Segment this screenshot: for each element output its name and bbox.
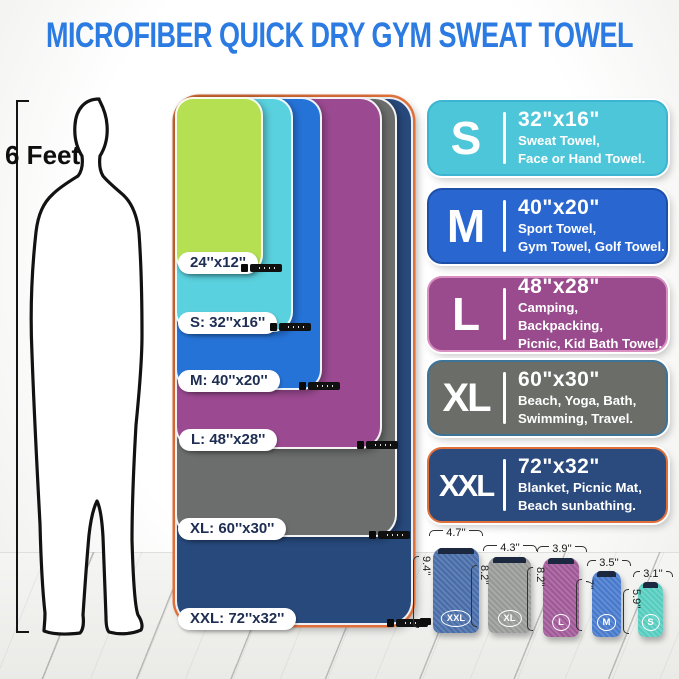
brand-tag: [387, 619, 428, 627]
towel-size-label: 24''x12'': [178, 252, 258, 274]
brand-tag: [369, 531, 410, 539]
size-description: Sport Towel,: [518, 220, 597, 236]
size-description: Swimming, Travel.: [518, 411, 634, 426]
size-description: Beach sunbathing.: [518, 498, 636, 513]
towel-size-label: L: 48''x28'': [179, 429, 278, 451]
size-card-s: S 32"x16" Sweat Towel, Face or Hand Towe…: [427, 100, 668, 176]
height-measure-line: [16, 100, 30, 633]
folded-towel-m: M: [592, 571, 621, 637]
towel-size-label: XL: 60''x30'': [178, 518, 287, 540]
size-card-xl: XL 60"x30" Beach, Yoga, Bath, Swimming, …: [427, 360, 668, 436]
size-dimensions: 60"x30": [518, 367, 600, 391]
height-label: 6 Feet: [5, 140, 81, 170]
size-letter: XXL: [438, 467, 495, 503]
size-description: Camping, Backpacking,: [518, 299, 604, 333]
size-description: Face or Hand Towel.: [518, 151, 646, 166]
width-dimension: 3.5'': [587, 557, 631, 569]
size-dimensions: 48"x28": [518, 274, 600, 298]
towel-band: [643, 582, 658, 588]
size-dimensions: 72"x32": [518, 454, 600, 478]
height-dimension: 7'': [576, 579, 595, 631]
folded-towel-s: S: [638, 582, 663, 637]
brand-tag: [420, 618, 431, 625]
height-dimension: 8.2'': [527, 567, 546, 631]
folded-size-badge: L: [552, 614, 570, 631]
size-letter: S: [450, 112, 482, 164]
divider: [503, 288, 506, 340]
width-dimension: 4.3'': [482, 542, 538, 554]
folded-size-badge: XXL: [440, 610, 472, 627]
flat-towel-xs: [175, 97, 263, 273]
size-letter: M: [446, 200, 486, 252]
height-dimension: 9.4'': [413, 556, 432, 628]
size-letter: XL: [442, 376, 491, 420]
towel-band: [597, 571, 616, 577]
folded-towel-l: L: [543, 558, 579, 637]
height-dimension: 8.2'': [471, 565, 490, 627]
size-description: Blanket, Picnic Mat,: [518, 479, 642, 495]
divider: [503, 112, 506, 164]
folded-size-badge: M: [596, 614, 617, 631]
towel-size-label: XXL: 72''x32'': [178, 608, 297, 630]
towel-band: [548, 558, 574, 564]
size-dimensions: 32"x16": [518, 107, 600, 131]
size-card-m: M 40"x20" Sport Towel, Gym Towel, Golf T…: [427, 188, 668, 264]
divider: [503, 200, 506, 252]
towel-size-label: M: 40''x20'': [178, 370, 280, 392]
towel-band: [438, 548, 474, 554]
height-dimension: 5.9'': [623, 589, 642, 634]
size-card-xxl: XXL 72"x32" Blanket, Picnic Mat, Beach s…: [427, 447, 668, 523]
person-silhouette: [29, 97, 144, 636]
brand-tag: [299, 382, 340, 390]
towel-size-label: S: 32''x16'': [178, 312, 278, 334]
folded-size-badge: S: [641, 614, 660, 631]
divider: [503, 372, 506, 424]
brand-tag: [241, 264, 282, 272]
size-card-l: L 48"x28" Camping, Backpacking, Picnic, …: [427, 274, 668, 352]
width-dimension: 3.9'': [537, 543, 587, 555]
folded-towel-xl: XL: [488, 557, 531, 633]
towel-band: [493, 557, 526, 563]
page-title: MICROFIBER QUICK DRY GYM SWEAT TOWEL: [46, 16, 634, 55]
size-description: Picnic, Kid Bath Towel.: [518, 336, 663, 352]
brand-tag: [357, 441, 398, 449]
folded-size-badge: XL: [497, 610, 522, 627]
size-description: Sweat Towel,: [518, 132, 600, 148]
size-description: Gym Towel, Golf Towel.: [518, 239, 665, 254]
size-description: Beach, Yoga, Bath,: [518, 392, 637, 408]
width-dimension: 3.1'': [633, 568, 673, 580]
size-dimensions: 40"x20": [518, 195, 600, 219]
divider: [503, 459, 506, 511]
size-letter: L: [451, 288, 481, 340]
width-dimension: 4.7'': [425, 527, 487, 539]
brand-tag: [270, 323, 311, 331]
